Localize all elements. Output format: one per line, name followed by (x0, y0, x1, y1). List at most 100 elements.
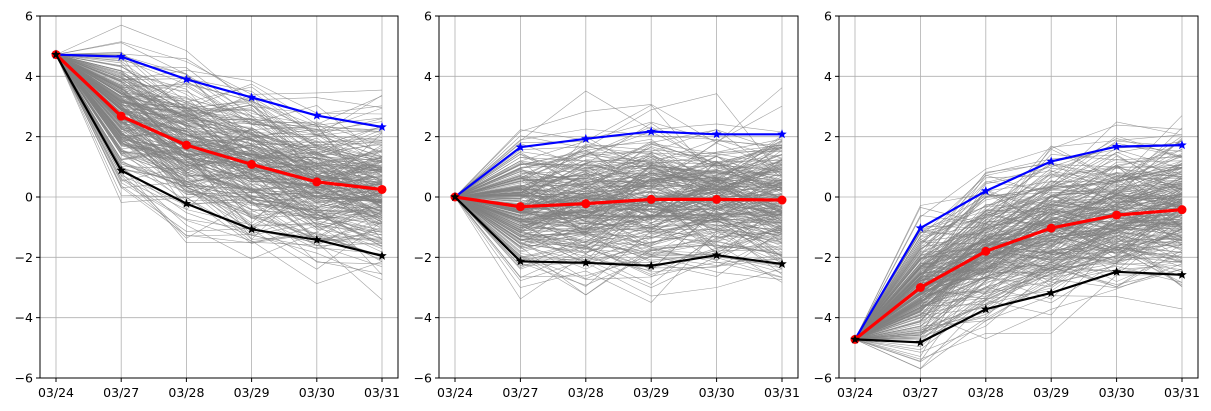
ensemble-line (854, 165, 1183, 340)
ensemble-line (55, 54, 383, 188)
x-tick-label: 03/30 (699, 385, 735, 400)
ensemble-line (454, 169, 783, 198)
ensemble-line (454, 196, 783, 234)
ensemble-line (854, 149, 1183, 340)
ensemble-line (454, 131, 783, 198)
series-point-mean (1046, 223, 1056, 233)
ensemble-line (55, 54, 383, 270)
ensemble-line (55, 54, 383, 170)
ensemble-line (454, 90, 783, 198)
y-tick-label: −4 (414, 310, 432, 325)
ensemble-line (454, 196, 783, 263)
ensemble-line (454, 196, 783, 247)
ensemble-line (454, 142, 783, 198)
ensemble-line (454, 177, 783, 225)
ensemble-line (854, 156, 1183, 340)
ensemble-line (854, 235, 1183, 353)
ensemble-line (55, 54, 383, 239)
ensemble-line (55, 53, 383, 108)
ensemble-line (854, 164, 1183, 340)
series-line-lower (55, 54, 383, 257)
series-point-upper (116, 51, 126, 61)
ensemble-line (454, 139, 783, 198)
ensemble-line (454, 129, 783, 198)
ensemble-line (55, 54, 383, 199)
panel-middle: −6 −4 −2 0 2 4 6 03/24 03/27 03/28 03/29 03/30 03/31 (414, 9, 800, 401)
series-point-lower (246, 224, 257, 234)
ensemble-line (55, 54, 383, 211)
ensemble-line (854, 173, 1183, 340)
ensemble-line (55, 54, 383, 243)
ensemble-line (55, 54, 383, 148)
ensemble-line (854, 127, 1183, 340)
series-point-mean (581, 199, 591, 209)
ensemble-line (454, 181, 783, 227)
series-point-lower (711, 250, 722, 260)
ensemble-line (454, 151, 783, 198)
ensemble-line (854, 124, 1183, 340)
y-tick-label: −6 (414, 371, 432, 386)
ensemble-line (854, 232, 1183, 340)
ensemble-line (854, 166, 1183, 340)
y-tick-label: 0 (25, 190, 33, 205)
series-point-lower (116, 165, 126, 175)
x-tick-label: 03/27 (902, 385, 938, 400)
series-point-lower (312, 234, 322, 244)
ensemble-line (55, 54, 383, 194)
series-point-mean (1112, 210, 1122, 220)
ensemble-line (55, 54, 383, 249)
ensemble-line (854, 192, 1183, 340)
ensemble-line (454, 196, 783, 253)
ensemble (854, 115, 1183, 370)
ensemble-line (454, 141, 783, 198)
ensemble-line (55, 54, 383, 143)
ensemble-line (454, 173, 783, 218)
ensemble-line (55, 54, 383, 164)
series-point-mean (377, 184, 387, 194)
y-tick-label: 2 (25, 129, 33, 144)
ensemble-line (55, 41, 383, 95)
ensemble-line (55, 54, 383, 265)
series-point-mean (646, 194, 656, 204)
series-point-mean (915, 283, 925, 292)
ensemble-line (854, 274, 1183, 360)
ensemble-line (55, 24, 383, 115)
x-tick-label: 03/28 (968, 385, 1004, 400)
ensemble-line (55, 54, 383, 262)
ensemble-line (55, 54, 383, 169)
ensemble-line (454, 163, 783, 213)
ensemble-line (55, 54, 383, 244)
ensemble-line (454, 177, 783, 217)
ensemble-line (854, 212, 1183, 340)
series-point-lower (850, 334, 860, 344)
y-tick-label: 2 (824, 129, 832, 144)
x-tick-label: 03/24 (38, 385, 74, 400)
ensemble-line (55, 54, 383, 228)
ensemble-line (55, 54, 383, 204)
series-point-mean (116, 111, 126, 121)
ensemble-line (454, 196, 783, 303)
series-lower (450, 192, 787, 270)
ensemble-line (454, 196, 783, 289)
ensemble-line (55, 54, 383, 267)
ensemble-line (454, 161, 783, 201)
ensemble-line (854, 249, 1183, 340)
series-line-upper (454, 130, 782, 198)
ensemble-line (854, 184, 1183, 340)
series-point-upper (581, 133, 591, 143)
series-point-upper (1177, 140, 1187, 150)
series-point-mean (181, 140, 191, 150)
ensemble-line (454, 185, 783, 255)
ensemble-line (854, 192, 1183, 340)
ensemble-line (854, 188, 1183, 340)
x-tick-label: 03/28 (168, 385, 204, 400)
ensemble-line (854, 153, 1183, 340)
x-tick-label: 03/24 (437, 385, 473, 400)
ensemble-line (55, 54, 383, 184)
ensemble-line (854, 262, 1183, 340)
ensemble-line (854, 265, 1183, 340)
y-tick-label: −4 (15, 310, 33, 325)
ensemble-line (55, 54, 383, 183)
x-tick-label: 03/27 (103, 385, 139, 400)
